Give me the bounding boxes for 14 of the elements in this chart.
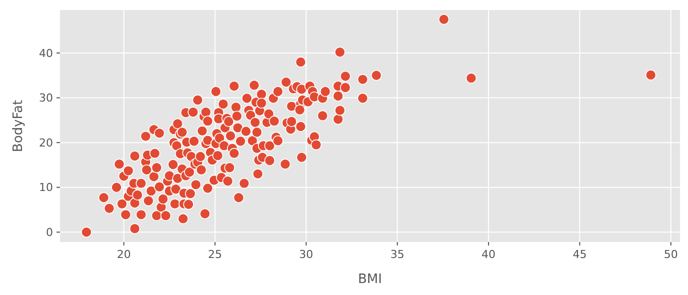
- x-tick-label: 40: [482, 248, 496, 261]
- x-tick-label: 35: [390, 248, 404, 261]
- x-tick-label: 20: [116, 248, 131, 261]
- x-tick-label: 25: [208, 248, 222, 261]
- y-tick-label: 10: [39, 181, 53, 194]
- y-axis-title: BodyFat: [11, 100, 26, 152]
- x-axis-title: BMI: [358, 272, 382, 287]
- y-tick-label: 0: [46, 226, 53, 239]
- y-tick-label: 20: [39, 136, 53, 150]
- x-tick-label: 45: [572, 248, 587, 261]
- x-tick-label: 30: [299, 248, 314, 261]
- y-tick-label: 40: [39, 46, 53, 60]
- x-tick-label: 50: [664, 248, 678, 261]
- y-tick-label: 30: [39, 92, 53, 105]
